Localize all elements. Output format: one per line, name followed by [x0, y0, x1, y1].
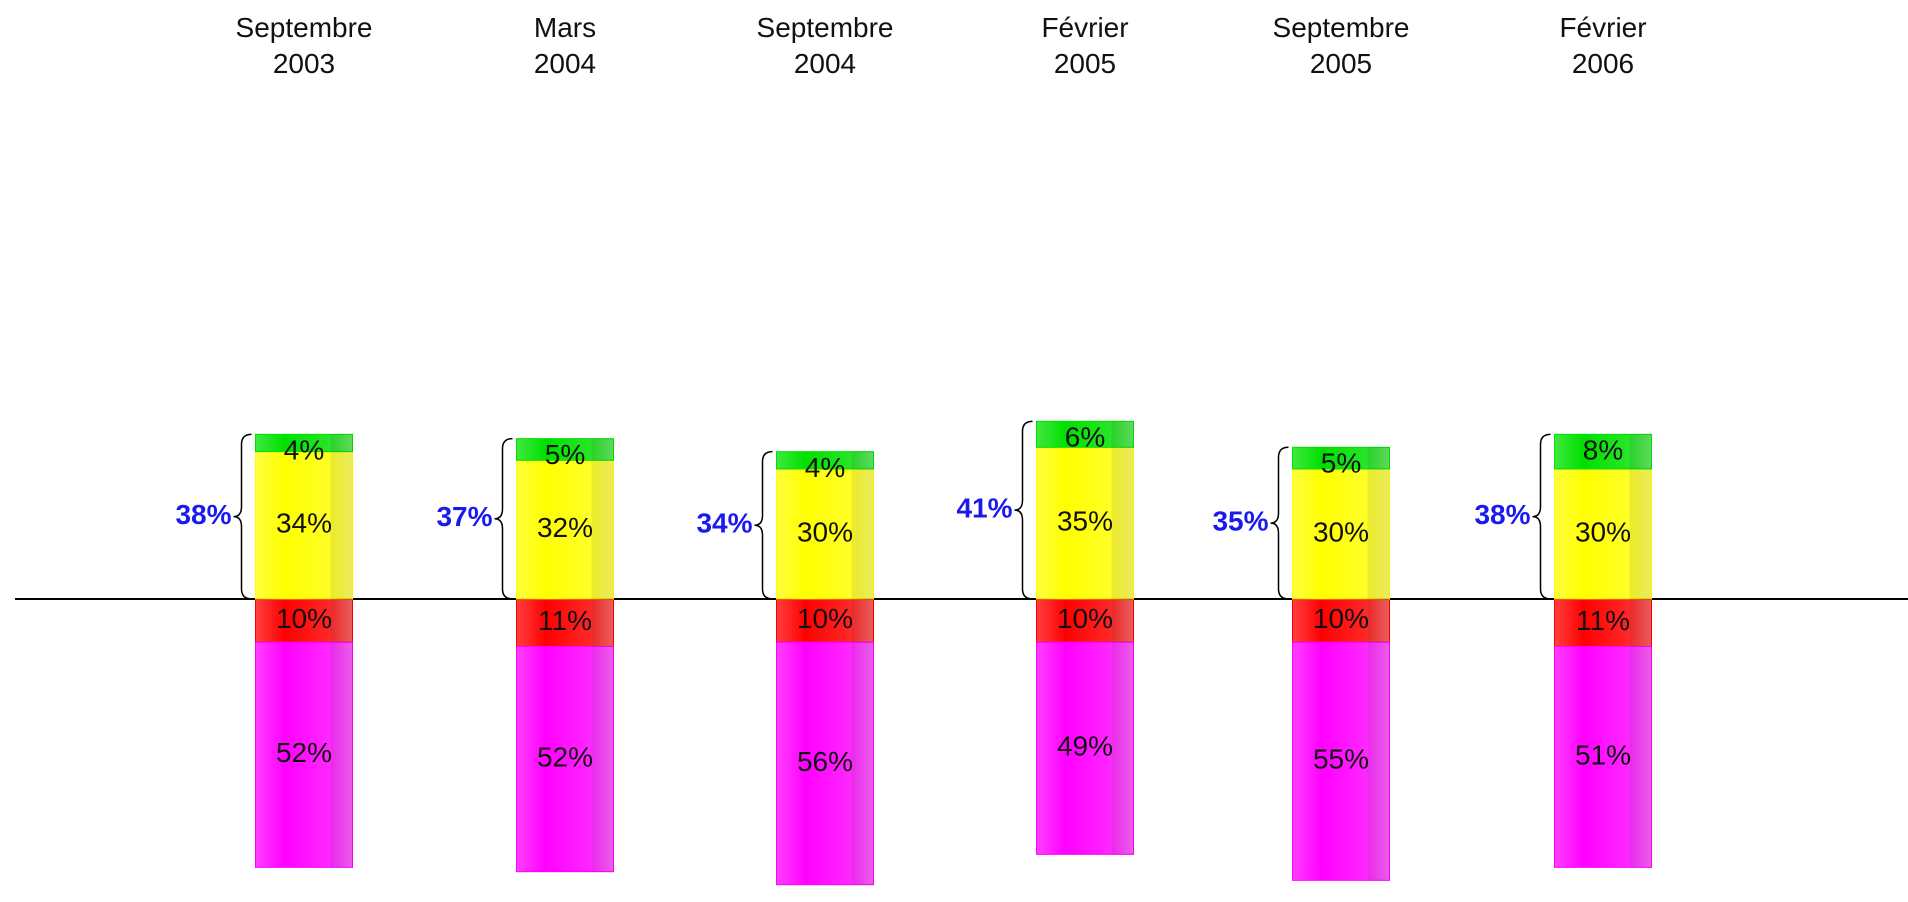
bar-shade	[330, 642, 353, 868]
value-label: 10%	[797, 603, 853, 634]
total-label: 38%	[175, 499, 231, 530]
brace	[494, 437, 513, 600]
bar-shade	[591, 598, 614, 647]
bar-shade	[330, 451, 353, 599]
brace	[1014, 420, 1033, 600]
brace	[1532, 433, 1551, 600]
bar-shade	[1367, 447, 1390, 469]
brace	[754, 450, 773, 600]
value-label: 52%	[537, 741, 593, 772]
value-label: 55%	[1313, 744, 1369, 775]
category-label: Septembre 2005	[1272, 12, 1410, 79]
bar-segment	[516, 438, 614, 461]
bar-shade	[1111, 642, 1134, 855]
bar-shade	[1629, 468, 1652, 599]
total-label: 34%	[696, 508, 752, 539]
brace	[1270, 446, 1289, 600]
total-label: 37%	[436, 501, 492, 532]
bar-shade	[1629, 434, 1652, 469]
bar-segment	[1292, 446, 1390, 470]
bar-segment	[1292, 641, 1390, 881]
bar-shade	[1629, 646, 1652, 868]
value-label: 10%	[1057, 603, 1113, 634]
value-label: 49%	[1057, 731, 1113, 762]
bar-shade	[851, 642, 874, 885]
value-label: 4%	[284, 435, 324, 466]
bar-segment	[1292, 468, 1390, 600]
bar-shade	[851, 598, 874, 643]
bar-segment	[1554, 598, 1652, 648]
bar-shade	[1111, 447, 1134, 599]
category-label: Mars 2004	[533, 12, 597, 79]
bar-shade	[1367, 598, 1390, 643]
total-label: 41%	[956, 492, 1012, 523]
bar-segment	[1036, 641, 1134, 855]
bar-shade	[851, 451, 874, 469]
category-label: Février 2005	[1041, 12, 1129, 79]
value-label: 6%	[1065, 422, 1105, 453]
bar-shade	[591, 460, 614, 599]
value-label: 11%	[1576, 605, 1630, 636]
bar-shade	[330, 598, 353, 643]
bar-segment	[516, 459, 614, 600]
bar-shade	[851, 468, 874, 599]
bar-shade	[591, 646, 614, 872]
bar-shade	[1111, 598, 1134, 643]
value-label: 5%	[1321, 448, 1361, 479]
bar-segment	[255, 433, 353, 453]
bar-segment	[1036, 598, 1134, 643]
category-label: Septembre 2003	[235, 12, 373, 79]
bar-segment	[516, 598, 614, 648]
bar-segment	[1036, 420, 1134, 448]
value-label: 56%	[797, 746, 853, 777]
value-label: 10%	[1313, 603, 1369, 634]
bar-shade	[1629, 598, 1652, 647]
value-label: 8%	[1583, 435, 1623, 466]
value-label: 52%	[276, 737, 332, 768]
bar-shade	[1367, 642, 1390, 881]
value-label: 11%	[538, 605, 592, 636]
bar-shade	[1111, 421, 1134, 448]
value-label: 32%	[537, 512, 593, 543]
value-label: 4%	[805, 452, 845, 483]
bar-segment	[1554, 646, 1652, 868]
bar-segment	[516, 646, 614, 873]
total-label: 35%	[1212, 505, 1268, 536]
total-label: 38%	[1474, 499, 1530, 530]
bar-segment	[1554, 433, 1652, 470]
value-label: 30%	[797, 516, 853, 547]
bar-shade	[591, 438, 614, 461]
bar-segment	[255, 641, 353, 868]
bar-segment	[776, 598, 874, 643]
value-label: 30%	[1313, 516, 1369, 547]
bar-segment	[776, 641, 874, 886]
bar-shade	[330, 434, 353, 452]
value-label: 30%	[1575, 516, 1631, 547]
bar-segment	[1036, 446, 1134, 600]
bar-segment	[255, 451, 353, 600]
brace	[233, 433, 252, 600]
bar-segment	[776, 468, 874, 600]
bar-segment	[776, 451, 874, 470]
value-label: 35%	[1057, 505, 1113, 536]
category-label: Septembre 2004	[756, 12, 894, 79]
value-label: 10%	[276, 603, 332, 634]
value-label: 5%	[545, 439, 585, 470]
category-label: Février 2006	[1559, 12, 1647, 79]
bar-shade	[1367, 468, 1390, 599]
value-label: 34%	[276, 508, 332, 539]
value-label: 51%	[1575, 739, 1631, 770]
